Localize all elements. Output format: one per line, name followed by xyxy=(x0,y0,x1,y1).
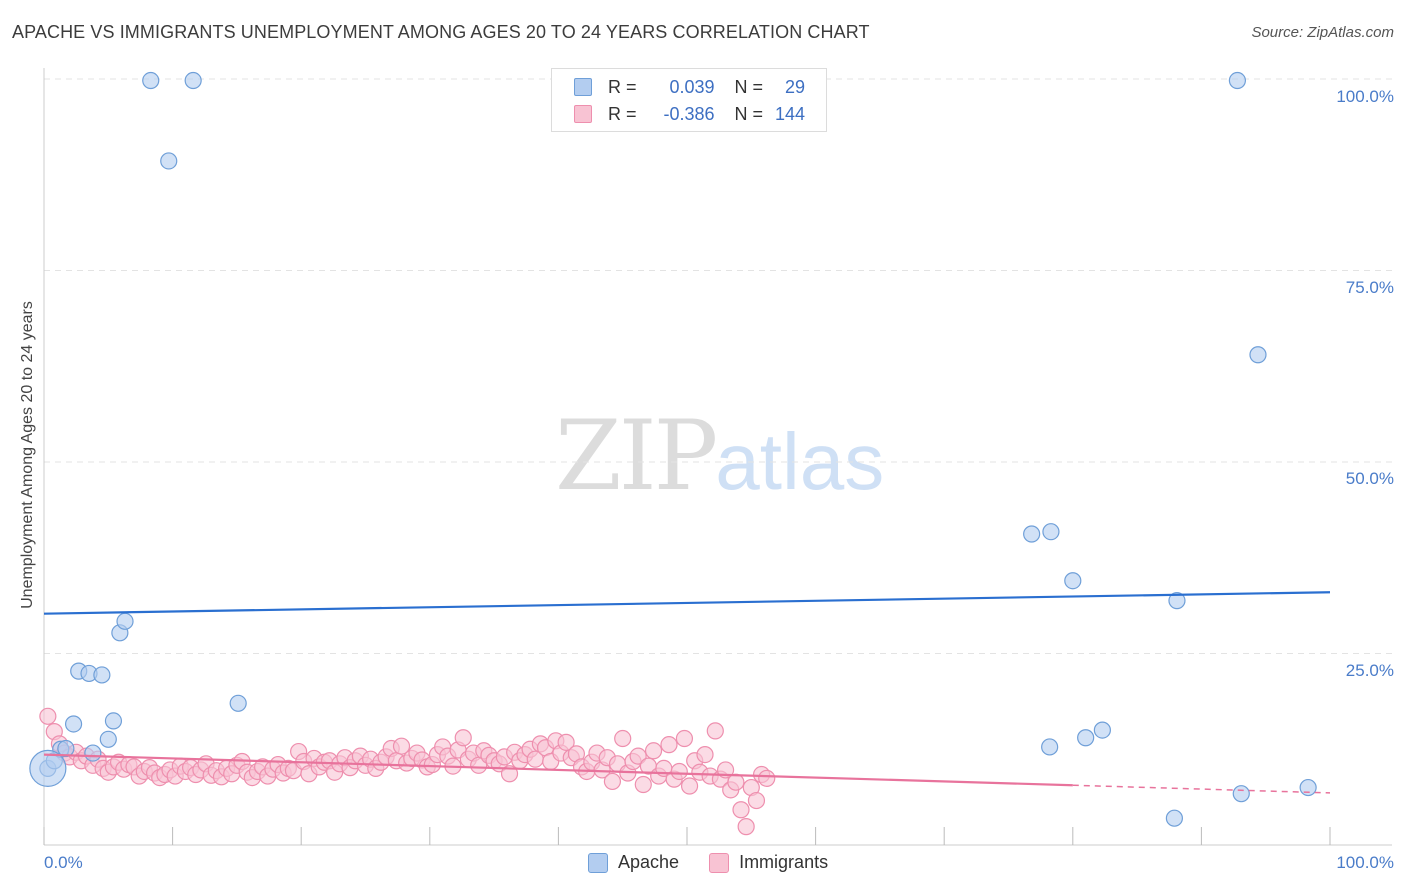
apache-r-value: 0.039 xyxy=(669,76,715,97)
apache-legend-label: Apache xyxy=(618,852,680,872)
immigrants-point xyxy=(634,775,652,794)
x-tick-label-min: 0.0% xyxy=(44,853,83,872)
y-tick-label: 75.0% xyxy=(1345,278,1394,297)
apache-point xyxy=(93,666,111,684)
x-tick-label-max: 100.0% xyxy=(1336,853,1394,872)
immigrants-point xyxy=(737,818,755,836)
apache-n-value: 29 xyxy=(785,76,806,97)
apache-point xyxy=(184,71,202,90)
immigrants-point xyxy=(732,801,750,819)
y-tick-label: 25.0% xyxy=(1345,661,1394,680)
immigrants-point xyxy=(747,791,766,810)
immigrants-legend-label: Immigrants xyxy=(739,852,829,872)
apache-point xyxy=(1168,592,1186,610)
apache-point xyxy=(160,152,178,170)
immigrants-point xyxy=(675,729,694,748)
legend-row-immigrants: R = -0.386 N = 144 xyxy=(574,102,805,126)
apache-point xyxy=(1023,525,1041,543)
legend-item-apache: Apache xyxy=(588,852,679,873)
apache-point xyxy=(1077,729,1095,747)
immigrants-trend-line xyxy=(43,753,1073,787)
immigrants-point xyxy=(758,769,776,787)
apache-trend-line xyxy=(43,591,1331,615)
apache-point xyxy=(64,715,83,733)
y-axis-label: Unemployment Among Ages 20 to 24 years xyxy=(19,301,36,609)
apache-n-label: N = xyxy=(734,76,764,97)
immigrants-point xyxy=(39,707,57,725)
immigrants-trend-line-extension xyxy=(1072,784,1331,794)
apache-point xyxy=(1165,809,1183,827)
watermark-zip: ZIP xyxy=(555,400,718,512)
apache-point xyxy=(116,612,134,630)
apache-point xyxy=(104,712,123,730)
immigrants-point xyxy=(603,772,622,791)
apache-point xyxy=(1249,346,1267,364)
apache-point xyxy=(142,71,160,90)
immigrants-r-value: -0.386 xyxy=(663,103,715,124)
apache-point xyxy=(57,739,75,758)
apache-point xyxy=(1299,778,1317,797)
immigrants-point xyxy=(392,737,411,755)
apache-swatch xyxy=(574,78,592,96)
immigrants-point xyxy=(557,733,575,751)
immigrants-point xyxy=(706,722,724,740)
immigrants-point xyxy=(680,777,699,795)
immigrants-legend-swatch xyxy=(709,852,730,873)
apache-point xyxy=(1232,785,1250,803)
legend-item-immigrants: Immigrants xyxy=(709,852,828,873)
apache-point xyxy=(1228,71,1247,90)
immigrants-point xyxy=(629,747,647,765)
immigrants-point xyxy=(727,773,745,791)
legend-row-apache: R = 0.039 N = 29 xyxy=(574,75,805,99)
source-credit: Source: ZipAtlas.com xyxy=(1251,24,1394,41)
immigrants-n-label: N = xyxy=(734,103,764,124)
apache-point xyxy=(1042,523,1060,541)
apache-point xyxy=(229,694,247,712)
watermark-atlas: atlas xyxy=(715,417,885,506)
immigrants-point xyxy=(670,762,688,781)
y-tick-label: 50.0% xyxy=(1345,469,1394,488)
immigrants-point xyxy=(500,765,519,783)
watermark: ZIPatlas xyxy=(555,400,884,512)
apache-point xyxy=(1064,572,1082,590)
apache-point-large xyxy=(29,749,67,788)
correlation-legend: R = 0.039 N = 29 R = -0.386 N = 144 xyxy=(551,68,827,132)
immigrants-point xyxy=(614,729,632,748)
immigrants-point xyxy=(660,736,678,754)
apache-legend-swatch xyxy=(588,852,608,873)
apache-r-label: R = xyxy=(608,76,637,97)
immigrants-r-label: R = xyxy=(608,103,637,124)
chart-title: APACHE VS IMMIGRANTS UNEMPLOYMENT AMONG … xyxy=(12,22,870,42)
immigrants-point xyxy=(696,746,714,764)
apache-point xyxy=(1093,721,1111,739)
apache-point xyxy=(99,730,117,748)
apache-point xyxy=(84,744,102,762)
immigrants-n-value: 144 xyxy=(774,103,806,124)
series-legend: Apache Immigrants xyxy=(588,852,858,873)
immigrants-point xyxy=(644,742,663,760)
immigrants-point xyxy=(454,729,472,747)
immigrants-swatch xyxy=(574,105,592,123)
y-tick-label: 100.0% xyxy=(1336,87,1394,106)
apache-point xyxy=(1041,738,1059,756)
